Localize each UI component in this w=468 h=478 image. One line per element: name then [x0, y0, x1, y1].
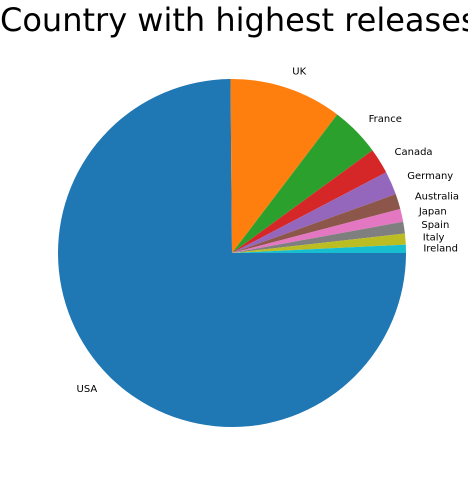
pie-slice-uk [230, 79, 338, 254]
pie-slice-spain [232, 221, 405, 253]
slice-label-uk: UK [292, 66, 306, 77]
slice-label-germany: Germany [407, 171, 453, 182]
pie-slice-france [232, 114, 373, 253]
pie-slice-ireland [232, 244, 406, 253]
slice-label-spain: Spain [421, 220, 449, 231]
pie-labels: USA UK France Canada Germany Australia Japan Sp… [77, 66, 460, 395]
pie-slice-japan [232, 208, 404, 253]
pie-slice-australia [232, 194, 401, 253]
pie-slice-germany [232, 172, 396, 253]
slice-label-canada: Canada [395, 147, 433, 158]
slice-label-italy: Italy [423, 233, 445, 244]
slice-label-ireland: Ireland [423, 243, 458, 254]
pie-slice-usa [57, 79, 406, 428]
slice-label-france: France [369, 114, 402, 125]
slice-label-usa: USA [77, 384, 98, 395]
slice-label-japan: Japan [418, 207, 447, 218]
pie-slices [57, 79, 406, 428]
slice-label-australia: Australia [415, 191, 459, 202]
pie-slice-italy [232, 233, 406, 253]
chart-title: Country with highest releases [0, 1, 468, 39]
pie-slice-canada [232, 150, 387, 253]
